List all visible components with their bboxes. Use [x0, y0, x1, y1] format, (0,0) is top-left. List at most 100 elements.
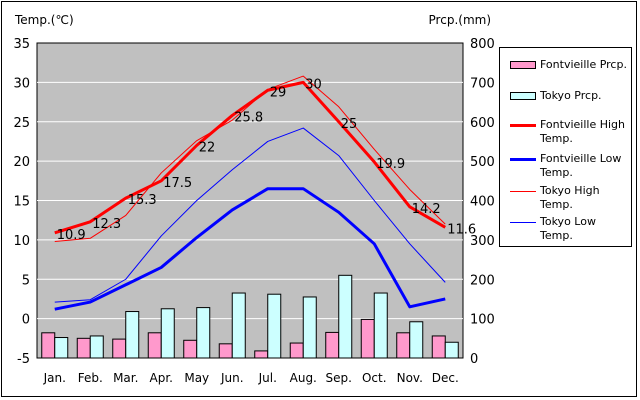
precip-bar-0-2	[112, 338, 127, 359]
legend: Fontvieille Prcp. Tokyo Prcp. Fontvieill…	[499, 47, 632, 247]
legend-item-fontvieille-low: Fontvieille Low Temp.	[500, 152, 633, 182]
grid-lines	[37, 81, 463, 320]
precip-bars	[41, 274, 459, 359]
precip-bar-1-1	[89, 335, 104, 359]
left-tick-label: 35	[13, 37, 30, 52]
data-label-9: 19.9	[376, 157, 405, 172]
precip-bar-0-9	[360, 318, 375, 359]
temp-line-0	[54, 80, 446, 235]
precip-bar-1-7	[302, 296, 317, 359]
x-tick-label: Mar.	[113, 371, 138, 385]
precip-bar-1-8	[338, 274, 353, 359]
legend-label-tokyo-high: Tokyo High Temp.	[540, 184, 600, 211]
data-label-10: 14.2	[412, 202, 441, 217]
legend-swatch-tokyo-low	[510, 222, 536, 223]
temp-lines	[54, 75, 446, 311]
precip-bar-1-4	[196, 307, 211, 359]
precip-bar-1-11	[444, 341, 459, 359]
right-tick-label: 300	[470, 234, 495, 249]
data-label-11: 11.6	[447, 222, 476, 237]
precip-bar-1-3	[160, 308, 175, 359]
legend-item-tokyo-high: Tokyo High Temp.	[500, 184, 633, 214]
temp-line-1	[54, 187, 446, 311]
temp-line-2	[54, 75, 446, 242]
precip-bar-1-5	[231, 292, 246, 359]
precip-bar-0-0	[41, 332, 56, 359]
left-tick-label: 5	[22, 273, 30, 288]
legend-item-tokyo-prcp: Tokyo Prcp.	[500, 87, 633, 117]
x-tick-label: Jun.	[220, 371, 244, 385]
left-axis-title: Temp.(℃)	[14, 13, 74, 27]
legend-swatch-fontvieille-prcp	[510, 61, 536, 69]
right-axis-title: Prcp.(mm)	[429, 13, 491, 27]
data-label-0: 10.9	[57, 228, 86, 243]
precip-bar-1-0	[54, 337, 69, 359]
left-tick-label: 30	[13, 76, 30, 91]
legend-label-tokyo-low: Tokyo Low Temp.	[540, 215, 596, 242]
temp-line-3	[54, 127, 446, 303]
legend-label-tokyo-prcp: Tokyo Prcp.	[540, 89, 602, 102]
x-tick-label: Apr.	[150, 371, 173, 385]
data-label-7: 30	[305, 77, 322, 92]
x-tick-label: Nov.	[397, 371, 423, 385]
precip-bar-0-1	[76, 337, 91, 359]
x-tick-label: Oct.	[362, 371, 387, 385]
data-label-3: 17.5	[163, 176, 192, 191]
data-label-5: 25.8	[234, 110, 263, 125]
x-tick-label: May	[184, 371, 209, 385]
legend-label-fontvieille-high: Fontvieille High Temp.	[540, 118, 625, 145]
data-label-4: 22	[199, 140, 216, 155]
x-tick-label: Feb.	[78, 371, 103, 385]
legend-swatch-tokyo-prcp	[510, 92, 536, 100]
precip-bar-0-6	[254, 350, 269, 359]
data-label-8: 25	[341, 117, 358, 132]
x-tick-label: Aug.	[290, 371, 317, 385]
precip-bar-0-4	[183, 339, 198, 359]
precip-bar-1-2	[125, 311, 140, 359]
legend-label-fontvieille-prcp: Fontvieille Prcp.	[540, 58, 627, 71]
left-tick-label: -5	[17, 352, 30, 367]
precip-bar-1-6	[267, 293, 282, 359]
left-tick-label: 10	[13, 234, 30, 249]
x-tick-label: Dec.	[432, 371, 459, 385]
x-axis-ticks: Jan. Feb. Mar. Apr. May Jun. Jul. Aug. Sep. Oct. N…	[43, 371, 459, 385]
legend-label-fontvieille-low: Fontvieille Low Temp.	[540, 152, 622, 179]
data-label-2: 15.3	[128, 193, 157, 208]
left-tick-label: 20	[13, 155, 30, 170]
x-tick-label: Jul.	[258, 371, 277, 385]
data-label-1: 12.3	[92, 217, 121, 232]
legend-swatch-fontvieille-high	[510, 124, 536, 127]
left-axis-ticks: 35 30 25 20 15 10 5 0 -5	[13, 37, 30, 367]
left-tick-label: 0	[22, 313, 30, 328]
left-tick-label: 15	[13, 195, 30, 210]
right-tick-label: 100	[470, 313, 495, 328]
left-tick-label: 25	[13, 116, 30, 131]
precip-bar-0-3	[147, 332, 162, 359]
right-tick-label: 0	[470, 352, 478, 367]
right-axis-ticks: 800 700 600 500 400 300 200 100 0	[470, 37, 495, 367]
legend-swatch-fontvieille-low	[510, 158, 536, 161]
legend-item-fontvieille-prcp: Fontvieille Prcp.	[500, 56, 633, 86]
precip-bar-1-9	[373, 292, 388, 359]
precip-bar-0-8	[325, 331, 340, 359]
legend-swatch-tokyo-high	[510, 191, 536, 192]
legend-item-tokyo-low: Tokyo Low Temp.	[500, 215, 633, 245]
x-tick-label: Jan.	[43, 371, 66, 385]
precip-bar-0-11	[431, 335, 446, 359]
right-tick-label: 400	[470, 195, 495, 210]
precip-bar-1-10	[409, 321, 424, 359]
precip-bar-0-10	[396, 332, 411, 359]
right-tick-label: 500	[470, 155, 495, 170]
right-tick-label: 700	[470, 76, 495, 91]
right-tick-label: 800	[470, 37, 495, 52]
right-tick-label: 200	[470, 273, 495, 288]
right-tick-label: 600	[470, 116, 495, 131]
data-labels: 10.9 12.3 15.3 17.5 22 25.8 29 30 25 19.9 14.2 11.6	[57, 77, 476, 242]
legend-item-fontvieille-high: Fontvieille High Temp.	[500, 118, 633, 148]
precip-bar-0-5	[218, 343, 233, 359]
precip-bar-0-7	[289, 342, 304, 359]
x-tick-label: Sep.	[326, 371, 352, 385]
